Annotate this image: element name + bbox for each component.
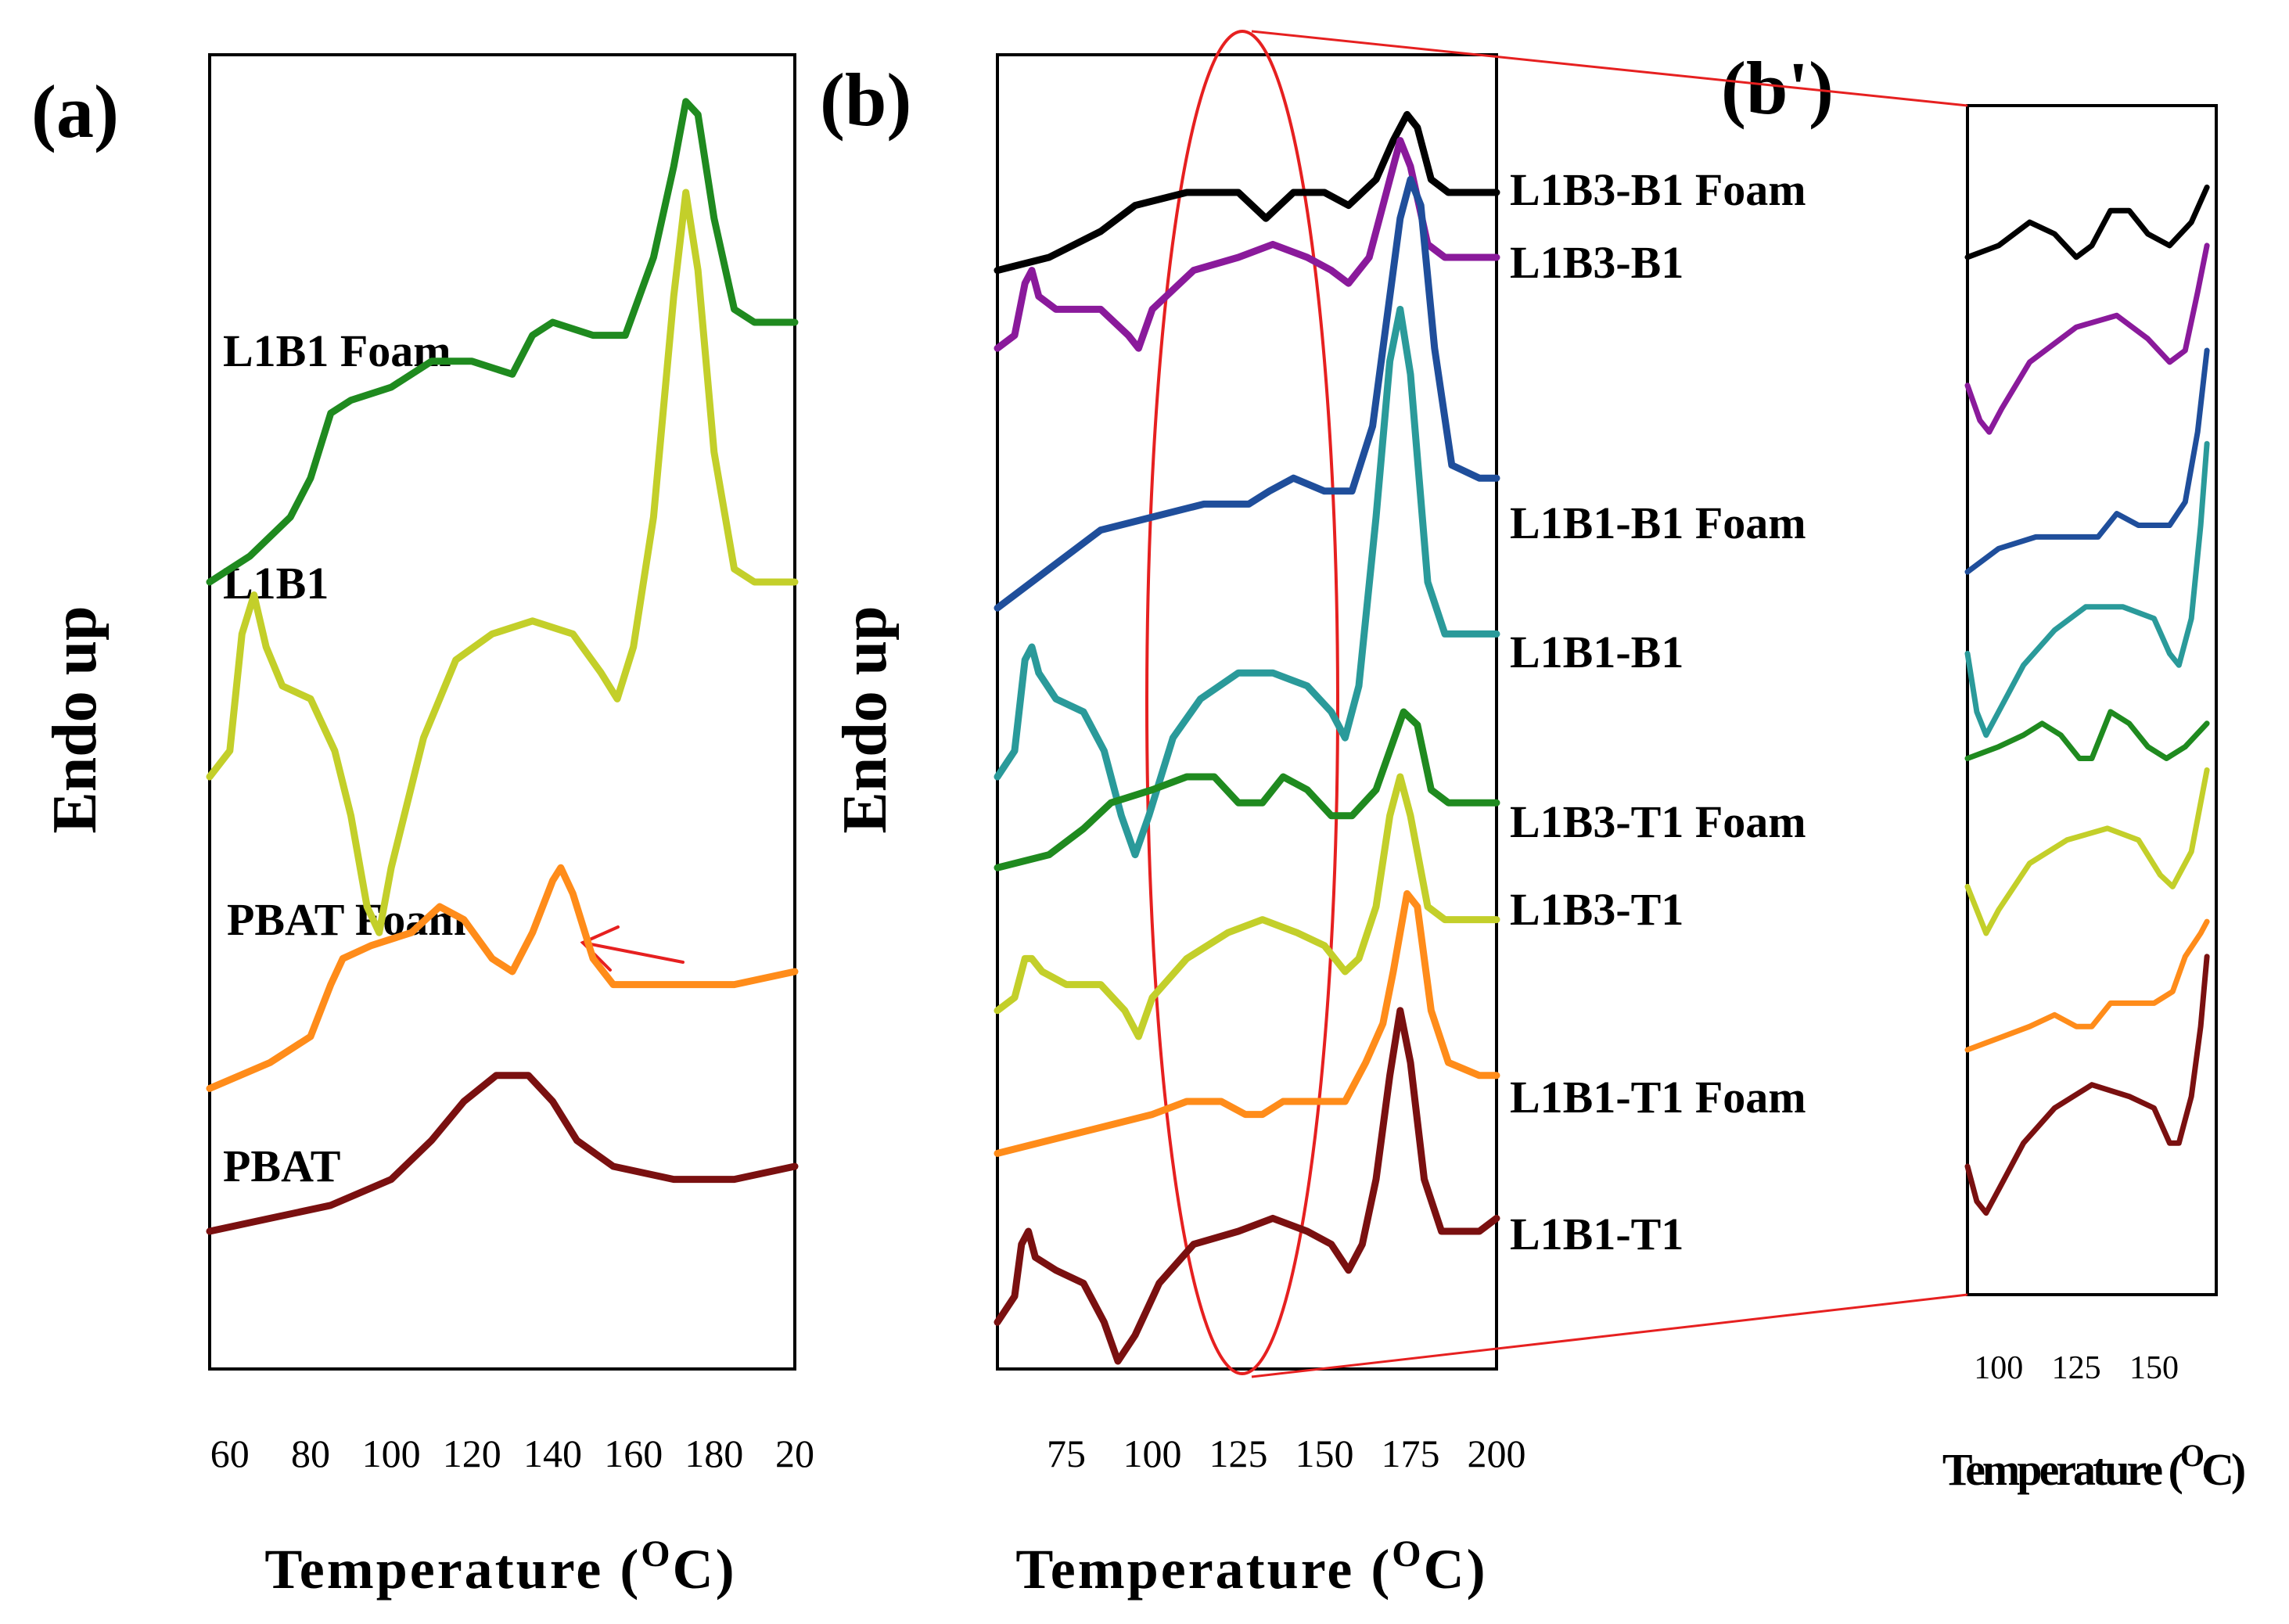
- panel-bprime-curves: [1964, 184, 2210, 1216]
- series-label-b-l1b3-t1: L1B3-T1: [1510, 884, 1684, 935]
- arrow-annotation: [580, 925, 685, 972]
- panel-b-ylabel: Endo up: [831, 605, 900, 833]
- panel-a-label: (a): [31, 70, 119, 153]
- series-line-b-l1b1-b1-foam: [994, 175, 1500, 612]
- xtick-label: 140: [523, 1432, 582, 1475]
- series-line-b-l1b1-t1: [1964, 954, 2210, 1216]
- series-label-b-l1b1-b1: L1B1-B1: [1510, 627, 1684, 677]
- series-line-b-l1b3-t1: [994, 773, 1500, 1040]
- series-line-b-l1b1-b1-foam: [1964, 347, 2210, 575]
- series-line-b-l1b1-b1: [994, 305, 1500, 859]
- panel-bprime-xticks: 100 125 150: [1974, 1350, 2179, 1386]
- panel-a-xticks: 60 80 100 120 140 160 180 20: [210, 1432, 814, 1475]
- xtick-label: 180: [685, 1432, 743, 1475]
- series-line-a-l1b1: [206, 189, 799, 936]
- series-line-b-l1b3-b1: [994, 137, 1500, 352]
- zoom-line-top: [1251, 30, 1968, 107]
- xtick-label: 125: [2052, 1350, 2101, 1386]
- xtick-label: 100: [1974, 1350, 2023, 1386]
- panel-b-xlabel: Temperature (OC): [1015, 1533, 1487, 1601]
- series-line-b-l1b3-b1: [1964, 243, 2210, 435]
- panel-a-frame: [208, 53, 796, 1371]
- series-label-b-l1b3-b1: L1B3-B1: [1510, 237, 1684, 288]
- panel-a-curves: [206, 98, 799, 1235]
- xtick-label: 20: [775, 1432, 814, 1475]
- series-line-b-l1b1-b1: [1964, 440, 2210, 738]
- panel-bprime-xlabel: Temperature (OC): [1942, 1438, 2244, 1495]
- panel-a-xlabel: Temperature (OC): [264, 1533, 736, 1601]
- series-label-b-l1b3-t1-foam: L1B3-T1 Foam: [1510, 796, 1806, 847]
- series-label-b-l1b1-t1-foam: L1B1-T1 Foam: [1510, 1072, 1806, 1123]
- highlight-ellipse: [1145, 30, 1339, 1375]
- xtick-label: 100: [362, 1432, 421, 1475]
- xtick-label: 150: [1295, 1432, 1354, 1475]
- xtick-label: 160: [604, 1432, 663, 1475]
- xtick-label: 200: [1468, 1432, 1526, 1475]
- series-line-b-l1b1-t1: [994, 1007, 1500, 1365]
- panel-a-ylabel: Endo up: [41, 605, 110, 833]
- panel-bprime-label: (b'): [1721, 46, 1834, 130]
- series-line-b-l1b3-t1: [1964, 767, 2210, 936]
- series-line-b-l1b1-t1-foam: [1964, 918, 2210, 1053]
- series-line-b-l1b3-b1-foam: [994, 110, 1500, 275]
- panel-b-frame: [996, 53, 1498, 1371]
- series-line-b-l1b3-t1-foam: [1964, 709, 2210, 761]
- xtick-label: 175: [1382, 1432, 1440, 1475]
- series-label-b-l1b1-b1-foam: L1B1-B1 Foam: [1510, 498, 1806, 548]
- series-line-b-l1b3-b1-foam: [1964, 184, 2210, 260]
- xtick-label: 150: [2129, 1350, 2179, 1386]
- series-line-b-l1b3-t1-foam: [994, 708, 1500, 871]
- xtick-label: 120: [443, 1432, 501, 1475]
- xtick-label: 125: [1209, 1432, 1268, 1475]
- series-label-b-l1b3-b1-foam: L1B3-B1 Foam: [1510, 164, 1806, 215]
- series-line-a-pbat: [206, 1072, 799, 1235]
- panel-b-label: (b): [820, 58, 911, 142]
- xtick-label: 80: [291, 1432, 330, 1475]
- xtick-label: 60: [210, 1432, 250, 1475]
- series-line-b-l1b1-t1-foam: [994, 889, 1500, 1157]
- xtick-label: 100: [1123, 1432, 1182, 1475]
- xtick-label: 75: [1047, 1432, 1086, 1475]
- zoom-line-bottom: [1251, 1293, 1968, 1378]
- series-line-a-l1b1-foam: [206, 98, 799, 586]
- series-label-b-l1b1-t1: L1B1-T1: [1510, 1209, 1684, 1259]
- panel-b-curves: [994, 110, 1500, 1365]
- series-line-a-pbat-foam: [206, 864, 799, 1092]
- panel-b-xticks: 75 100 125 150 175 200: [1047, 1432, 1526, 1475]
- series-label-a-l1b1-foam: L1B1 Foam: [223, 325, 451, 376]
- panel-bprime-frame: [1966, 104, 2218, 1296]
- series-label-a-pbat: PBAT: [223, 1141, 340, 1191]
